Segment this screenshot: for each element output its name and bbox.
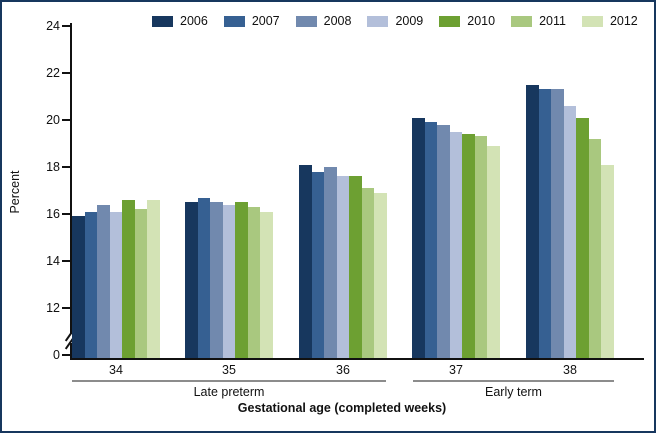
legend-swatch-2007: [223, 16, 245, 27]
legend-label: 2006: [180, 14, 208, 28]
bar-2008-week36: [324, 167, 337, 358]
bar-2009-week37: [449, 131, 463, 358]
bar-2010-week35: [235, 202, 248, 358]
bar-2007-week34: [84, 211, 98, 358]
x-tick-label-week34: 34: [109, 363, 123, 377]
legend-item-2008: 2008: [295, 14, 352, 28]
bar-2012-week34: [147, 199, 160, 358]
legend-item-2007: 2007: [223, 14, 280, 28]
y-tick-label: 12: [46, 301, 60, 315]
group-bracket-label: Early term: [485, 385, 542, 399]
bar-2011-week36: [361, 188, 375, 358]
legend-label: 2011: [539, 14, 566, 28]
bar-2006-week36: [299, 164, 312, 358]
legend-swatch-2010: [439, 16, 461, 27]
legend-item-2006: 2006: [152, 15, 208, 28]
bar-2012-week38: [601, 164, 614, 358]
x-tick-label-week35: 35: [222, 363, 236, 377]
legend-item-2009: 2009: [367, 15, 423, 28]
legend-label: 2010: [467, 14, 496, 28]
group-bracket: [72, 380, 386, 382]
group-bracket-label: Late preterm: [193, 385, 265, 399]
bar-2009-week38: [563, 105, 577, 358]
y-tick: [62, 25, 70, 27]
y-axis: [70, 343, 72, 360]
bar-2008-week35: [210, 202, 223, 358]
bar-2010-week36: [349, 176, 362, 358]
y-tick: [62, 260, 70, 262]
legend-item-2010: 2010: [439, 15, 495, 28]
bar-2007-week35: [197, 197, 211, 358]
y-tick: [62, 119, 70, 121]
bar-2011-week34: [134, 209, 148, 358]
y-tick: [62, 72, 70, 74]
x-axis: [70, 358, 644, 360]
bar-2008-week37: [437, 124, 450, 358]
legend-swatch-2012: [581, 16, 603, 27]
legend-label: 2008: [323, 14, 352, 28]
group-bracket: [413, 380, 614, 382]
y-tick: [62, 354, 70, 356]
bar-2010-week38: [576, 117, 589, 358]
legend-swatch-2009: [367, 16, 389, 27]
y-tick: [62, 307, 70, 309]
y-tick-label: 16: [46, 207, 60, 221]
bar-2009-week35: [222, 204, 236, 358]
bar-2011-week35: [247, 206, 261, 358]
bar-2007-week36: [311, 171, 325, 358]
y-tick-label: 18: [46, 160, 60, 174]
y-axis-label: Percent: [8, 170, 22, 214]
bar-2011-week37: [474, 136, 488, 358]
y-tick-label: 0: [53, 348, 60, 362]
bar-2007-week37: [424, 122, 438, 358]
y-tick: [62, 213, 70, 215]
bar-2012-week35: [260, 211, 273, 358]
bar-2012-week36: [374, 192, 387, 358]
x-axis-title: Gestational age (completed weeks): [237, 401, 447, 415]
y-tick-label: 22: [46, 66, 60, 80]
bar-2007-week38: [538, 89, 552, 358]
legend-swatch-2008: [295, 16, 317, 27]
legend-item-2011: 2011: [511, 15, 566, 28]
legend-label: 2009: [395, 14, 424, 28]
bar-2012-week37: [487, 145, 500, 358]
legend-label: 2012: [609, 14, 638, 28]
x-tick-label-week36: 36: [336, 363, 350, 377]
bar-2008-week38: [551, 89, 564, 358]
y-tick: [62, 166, 70, 168]
x-tick-label-week38: 38: [563, 363, 577, 377]
x-tick-label-week37: 37: [449, 363, 463, 377]
bar-2006-week38: [526, 84, 539, 358]
bar-2009-week36: [336, 176, 350, 358]
legend-swatch-2011: [511, 16, 533, 27]
y-tick-label: 14: [46, 254, 60, 268]
y-tick-label: 20: [46, 113, 60, 127]
bar-2009-week34: [109, 211, 123, 358]
bar-2011-week38: [588, 138, 602, 358]
legend: 2006 2007 2008 2009 2010 2011 2012: [152, 15, 638, 28]
legend-swatch-2006: [152, 16, 173, 27]
legend-item-2012: 2012: [581, 14, 638, 28]
y-tick-label: 24: [46, 19, 60, 33]
bar-2010-week34: [122, 199, 135, 358]
bar-2006-week35: [185, 202, 198, 358]
bar-2006-week37: [412, 117, 425, 358]
bar-2008-week34: [97, 204, 110, 358]
y-axis: [70, 23, 72, 334]
legend-label: 2007: [251, 14, 280, 28]
bar-2010-week37: [462, 134, 475, 358]
bar-2006-week34: [72, 216, 85, 358]
